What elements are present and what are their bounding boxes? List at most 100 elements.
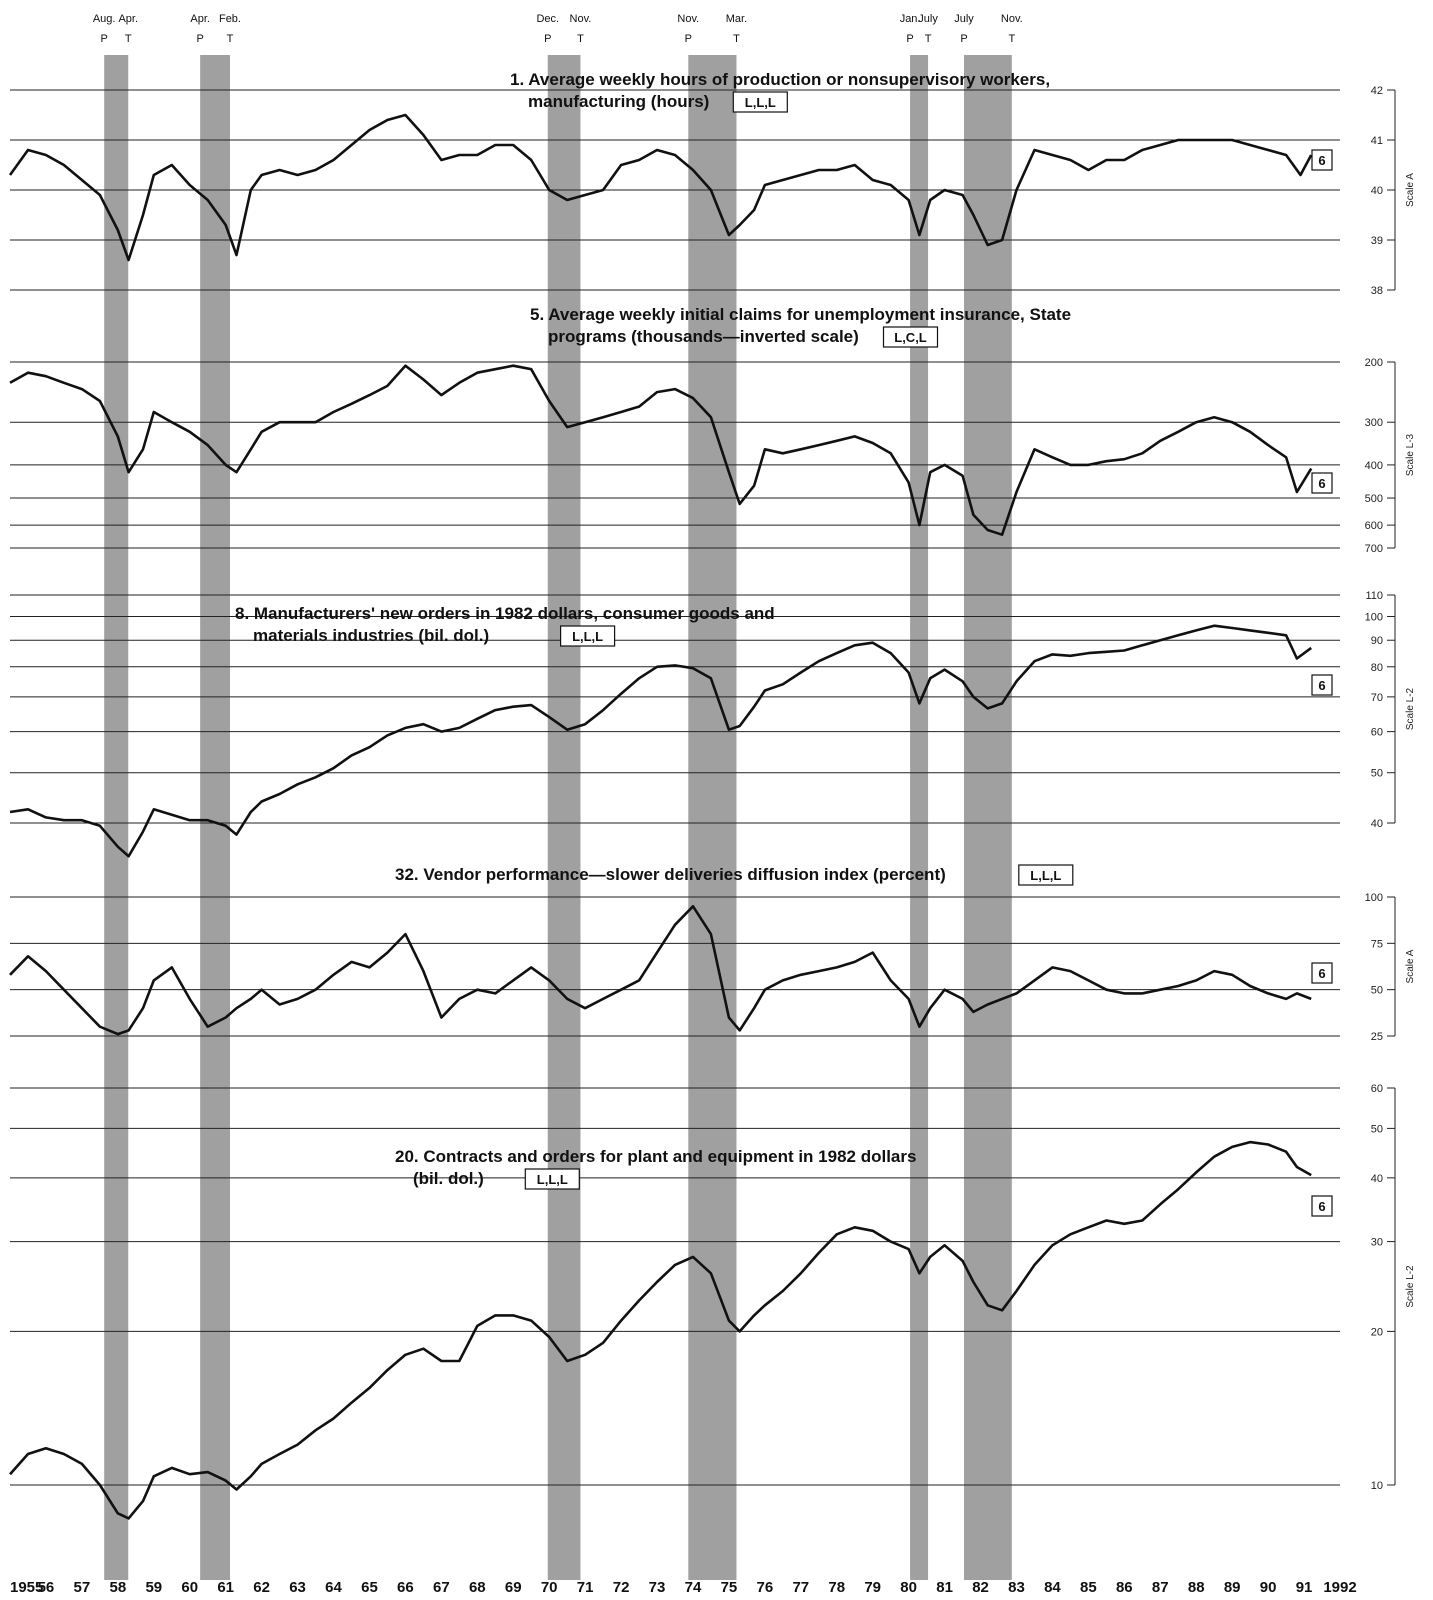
cycle-date-labels: Aug. P Apr. T Apr. P Feb. T Dec. P Nov. T Nov. P Mar. T… (93, 13, 1023, 45)
cycle-peak-trough-label: T (227, 33, 234, 45)
y-tick-label: 25 (1371, 1031, 1383, 1043)
y-tick-label: 60 (1371, 1083, 1383, 1095)
panel-title: 5. Average weekly initial claims for une… (530, 305, 1071, 324)
x-tick-label: 82 (972, 1579, 989, 1596)
x-tick-label: 80 (900, 1579, 917, 1596)
series-line (8, 113, 1313, 262)
cycle-peak-trough-label: P (906, 33, 913, 45)
x-tick-label: 65 (361, 1579, 378, 1596)
cycle-peak-trough-label: T (925, 33, 932, 45)
x-tick-label: 79 (864, 1579, 881, 1596)
cycle-peak-trough-label: P (960, 33, 967, 45)
chart-panel: 42 41 40 39 38 Scale A 1. Average weekly hours… (8, 70, 1416, 297)
x-tick-label: 59 (145, 1579, 162, 1596)
cycle-peak-trough-label: P (101, 33, 108, 45)
recession-bands (104, 55, 1012, 1580)
recession-band (104, 55, 129, 1580)
panel-title: materials industries (bil. dol.) (253, 626, 489, 645)
y-tick-label: 300 (1365, 417, 1383, 429)
scale-label: Scale L-2 (1405, 687, 1416, 730)
reference-box (1311, 472, 1333, 494)
cycle-month-label: Aug. (93, 13, 116, 25)
panel-title: (bil. dol.) (413, 1169, 484, 1188)
scale-label: Scale A (1405, 949, 1416, 983)
panel-title: 8. Manufacturers' new orders in 1982 dol… (235, 604, 775, 623)
y-tick-label: 110 (1365, 590, 1383, 602)
x-tick-label: 83 (1008, 1579, 1025, 1596)
cycle-month-label: Mar. (726, 13, 747, 25)
panel-title: manufacturing (hours) (528, 92, 709, 111)
scale-label: Scale L-2 (1405, 1265, 1416, 1308)
cycle-month-label: July (954, 13, 974, 25)
series-line (9, 364, 1313, 537)
timing-code-box (1018, 864, 1074, 886)
x-tick-label: 70 (541, 1579, 558, 1596)
reference-box-label: 6 (1318, 476, 1325, 491)
y-tick-label: 90 (1371, 635, 1383, 647)
cycle-peak-trough-label: T (125, 33, 132, 45)
x-tick-label: 69 (505, 1579, 522, 1596)
recession-band (964, 55, 1012, 1580)
x-tick-label: 90 (1260, 1579, 1277, 1596)
timing-code-label: L,C,L (894, 330, 927, 345)
y-tick-label: 100 (1365, 611, 1383, 623)
y-tick-label: 50 (1371, 1123, 1383, 1135)
reference-box-label: 6 (1318, 678, 1325, 693)
recession-band (200, 55, 230, 1580)
chart-panel: 110 100 90 80 70 60 50 40 Scale L-2 8. Manufactur… (9, 590, 1416, 858)
x-tick-label: 86 (1116, 1579, 1133, 1596)
timing-code-box (559, 625, 616, 647)
x-tick-label: 84 (1044, 1579, 1061, 1596)
x-tick-label: 75 (721, 1579, 738, 1596)
recession-band (688, 55, 737, 1580)
y-tick-label: 40 (1371, 1173, 1383, 1185)
panel-title: 1. Average weekly hours of production or… (510, 70, 1050, 89)
series-line (9, 624, 1312, 858)
reference-box-label: 6 (1318, 966, 1325, 981)
cycle-month-label: Nov. (677, 13, 699, 25)
x-tick-label: 71 (577, 1579, 594, 1596)
y-tick-label: 200 (1365, 357, 1383, 369)
x-tick-label: 63 (289, 1579, 306, 1596)
x-tick-label: 58 (109, 1579, 126, 1596)
y-tick-label: 40 (1371, 185, 1383, 197)
y-tick-label: 100 (1365, 892, 1383, 904)
reference-box (1311, 1195, 1333, 1217)
recession-band (547, 55, 581, 1580)
x-tick-label: 76 (757, 1579, 774, 1596)
x-tick-label: 72 (613, 1579, 630, 1596)
timing-code-label: L,L,L (1030, 868, 1061, 883)
cycle-month-label: Dec. (536, 13, 559, 25)
cycle-month-label: Nov. (1001, 13, 1023, 25)
y-tick-label: 10 (1371, 1480, 1383, 1492)
timing-code-box (524, 1168, 580, 1190)
cycle-month-label: Jan. (900, 13, 921, 25)
cycle-month-label: Apr. (190, 13, 210, 25)
y-tick-label: 40 (1371, 818, 1383, 830)
y-tick-label: 600 (1365, 520, 1383, 532)
cycle-peak-trough-label: T (577, 33, 584, 45)
y-tick-label: 20 (1371, 1326, 1383, 1338)
x-tick-label: 60 (181, 1579, 198, 1596)
cycle-month-label: Nov. (570, 13, 592, 25)
x-tick-label: 77 (792, 1579, 809, 1596)
cycle-peak-trough-label: P (685, 33, 692, 45)
reference-box (1311, 674, 1333, 696)
x-tick-label: 87 (1152, 1579, 1169, 1596)
panel-title: 20. Contracts and orders for plant and e… (395, 1147, 916, 1166)
cycle-month-label: July (918, 13, 938, 25)
timing-code-label: L,L,L (537, 1172, 568, 1187)
chart-panel: 200 300 400 500 600 700 Scale L-3 5. Average we… (9, 305, 1416, 555)
y-tick-label: 700 (1365, 543, 1383, 555)
x-tick-label: 88 (1188, 1579, 1205, 1596)
y-tick-label: 41 (1371, 135, 1383, 147)
x-tick-label: 67 (433, 1579, 450, 1596)
y-tick-label: 39 (1371, 235, 1383, 247)
x-tick-label: 73 (649, 1579, 666, 1596)
reference-box-label: 6 (1318, 1199, 1325, 1214)
x-tick-label: 1955 (10, 1579, 43, 1596)
series-line (9, 1140, 1312, 1520)
y-tick-label: 400 (1365, 460, 1383, 472)
